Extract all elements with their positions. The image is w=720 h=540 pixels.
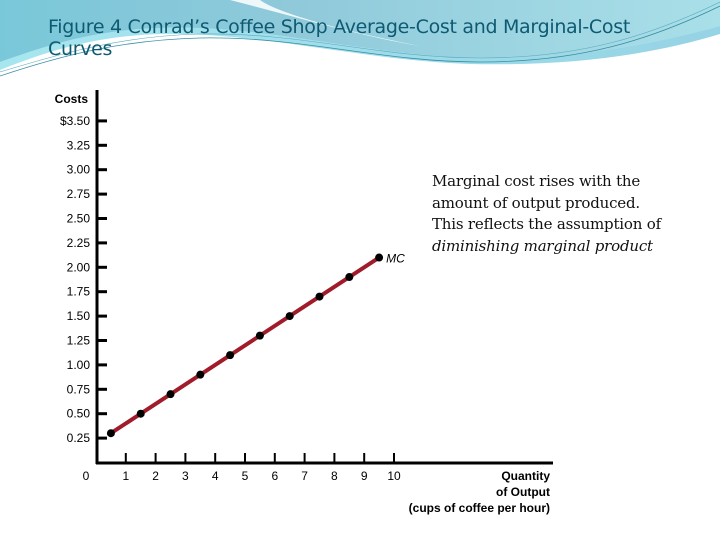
slide-title-line1: Figure 4 Conrad’s Coffee Shop Average-Co… <box>48 16 630 38</box>
x-tick-label: 10 <box>387 469 401 483</box>
y-tick-label: 1.50 <box>67 309 91 323</box>
x-axis-title: Quantity of Output (cups of coffee per h… <box>409 469 551 515</box>
y-tick-label: $3.50 <box>60 114 90 128</box>
x-tick-label: 5 <box>242 469 249 483</box>
y-tick-label: 0.25 <box>67 431 91 445</box>
x-tick-label: 4 <box>212 469 219 483</box>
x-tick-label: 1 <box>122 469 129 483</box>
mc-series-label: MC <box>386 252 405 266</box>
mc-series: MC <box>106 252 405 438</box>
y-tick-label: 1.25 <box>67 334 91 348</box>
mc-data-point <box>196 370 205 379</box>
y-tick-label: 2.75 <box>67 187 91 201</box>
y-tick-label: 1.75 <box>67 285 91 299</box>
x-axis-title-line3: (cups of coffee per hour) <box>409 501 550 515</box>
y-tick-label: 3.00 <box>67 163 91 177</box>
header-wave-decoration <box>0 0 720 77</box>
mc-data-point <box>345 273 354 282</box>
y-tick-label: 2.25 <box>67 236 91 250</box>
x-tick-label: 3 <box>182 469 189 483</box>
chart-axes <box>95 90 553 465</box>
y-tick-label: 2.00 <box>67 260 91 274</box>
y-tick-label: 2.50 <box>67 212 91 226</box>
annotation-line2: amount of output produced. <box>432 193 640 212</box>
y-axis-ticks: 0.25 0.50 0.75 1.00 1.25 1.50 1.75 2.00 2.25 2.50… <box>60 114 107 445</box>
mc-data-point <box>285 312 294 321</box>
mc-data-point <box>226 351 235 360</box>
annotation-line4-italic: diminishing marginal product <box>432 236 653 255</box>
slide-title: Figure 4 Conrad’s Coffee Shop Average-Co… <box>48 16 688 60</box>
y-tick-label: 1.00 <box>67 358 91 372</box>
x-axis-title-line1: Quantity <box>501 469 550 483</box>
y-tick-label: 3.25 <box>67 138 91 152</box>
x-tick-label: 6 <box>271 469 278 483</box>
mc-data-point <box>315 292 324 301</box>
mc-data-point <box>106 429 115 438</box>
annotation-line1: Marginal cost rises with the <box>432 172 641 190</box>
mc-data-point <box>136 409 145 418</box>
slide-title-line2: Curves <box>48 38 113 60</box>
x-tick-label: 0 <box>83 469 90 483</box>
mc-data-point <box>255 331 264 340</box>
y-tick-label: 0.75 <box>67 382 91 396</box>
x-tick-label: 8 <box>331 469 338 483</box>
mc-data-point <box>375 253 384 262</box>
x-tick-label: 2 <box>152 469 159 483</box>
x-axis-ticks: 0 1 2 3 4 5 6 7 8 9 10 <box>83 453 401 483</box>
y-axis-title: Costs <box>55 92 89 106</box>
x-axis-title-line2: of Output <box>496 485 550 499</box>
mc-curve-line <box>108 255 382 436</box>
x-tick-label: 9 <box>361 469 368 483</box>
mc-data-point <box>166 390 175 399</box>
annotation-line3: This reflects the assumption of <box>432 215 661 233</box>
x-tick-label: 7 <box>301 469 308 483</box>
y-tick-label: 0.50 <box>67 407 91 421</box>
annotation-text: Marginal cost rises with the amount of o… <box>432 171 712 257</box>
